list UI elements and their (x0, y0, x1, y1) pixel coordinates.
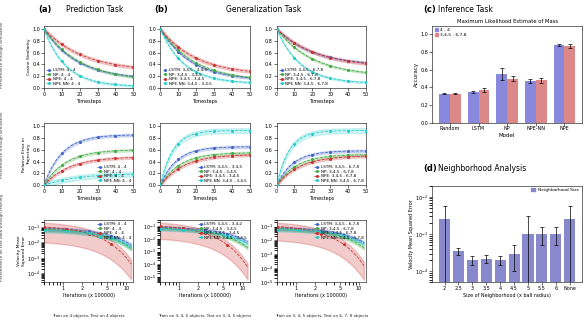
Bar (553, 45, 565, 123)
Bar (495, 260, 506, 321)
Y-axis label: Velocity Mean
Squared Error: Velocity Mean Squared Error (17, 236, 26, 266)
Y-axis label: Velocity Mean Squared Error: Velocity Mean Squared Error (409, 199, 414, 269)
X-axis label: Timesteps: Timesteps (309, 99, 334, 104)
Text: (d): (d) (424, 164, 437, 173)
X-axis label: Timesteps: Timesteps (76, 196, 101, 201)
Text: Train on 3, 4, 5 objects, Test on 3, 4, 5 objects: Train on 3, 4, 5 objects, Test on 3, 4, … (159, 314, 252, 318)
Legend: LSTM: 3,4,5 - 6,7,8, NP: 3,4,5 - 6,7,8, NPE: 3,4,5 - 6,7,8, NPE-NN: 3,4,5 - 6,7,: LSTM: 3,4,5 - 6,7,8, NP: 3,4,5 - 6,7,8, … (314, 222, 364, 240)
Y-axis label: Relative Error in
Trajectory: Relative Error in Trajectory (22, 137, 31, 171)
Text: Prediction Task: Prediction Task (66, 5, 123, 14)
Bar (496, 74, 507, 123)
Text: Performance on test data through training: Performance on test data through trainin… (0, 194, 4, 281)
Title: Maximum Likelihood Estimate of Mass: Maximum Likelihood Estimate of Mass (456, 19, 558, 24)
Text: (c): (c) (424, 5, 436, 14)
Legend: LSTM: 3,4,5 - 3,4,5, NP: 3,4,5 - 3,4,5, NPE: 3,4,5 - 3,4,5, NPE-NN: 3,4,5 - 3,4,: LSTM: 3,4,5 - 3,4,5, NP: 3,4,5 - 3,4,5, … (162, 68, 212, 86)
Legend: LSTM: 4 - 4, NP: 4 - 4, NPE: 4 - 4, NPE-NN: 4 - 4: LSTM: 4 - 4, NP: 4 - 4, NPE: 4 - 4, NPE-… (97, 165, 131, 183)
Text: Performance through simulation: Performance through simulation (0, 21, 4, 88)
Bar (439, 93, 450, 123)
Text: Train on 3, 4, 5 objects, Test on 6, 7, 8 objects: Train on 3, 4, 5 objects, Test on 6, 7, … (275, 314, 368, 318)
X-axis label: Timesteps: Timesteps (192, 99, 218, 104)
Bar (508, 254, 519, 321)
X-axis label: Timesteps: Timesteps (309, 196, 334, 201)
Legend: LSTM: 4 - 4, NP: 4 - 4, NPE: 4 - 4, NPE-NN: 4 - 4: LSTM: 4 - 4, NP: 4 - 4, NPE: 4 - 4, NPE-… (46, 68, 80, 86)
X-axis label: Size of Neighborhood (x ball radius): Size of Neighborhood (x ball radius) (463, 293, 551, 298)
Legend: LSTM: 3,4,5 - 3,4,2, NP: 3,4,5 - 3,4,5, NPE: 3,4,5 - 3,4,5, NPE-NN: 3,4,5 - 3,4,: LSTM: 3,4,5 - 3,4,2, NP: 3,4,5 - 3,4,5, … (198, 222, 247, 240)
X-axis label: Timesteps: Timesteps (192, 196, 218, 201)
X-axis label: Timesteps: Timesteps (76, 99, 101, 104)
X-axis label: Iterations (x 100000): Iterations (x 100000) (179, 293, 231, 298)
Text: (b): (b) (154, 5, 168, 14)
Legend: Neighborhood Size: Neighborhood Size (531, 188, 580, 193)
Y-axis label: Cosine Similarity: Cosine Similarity (27, 39, 31, 75)
Text: (a): (a) (38, 5, 51, 14)
Legend: LSTM: 4 - 4, NP: 4 - 4, NPE: 4 - 4, NPE-NN: 4 - 4: LSTM: 4 - 4, NP: 4 - 4, NPE: 4 - 4, NPE-… (97, 222, 131, 240)
Legend: LSTM: 3,4,5 - 6,7,8, NP: 3,4,5 - 6,7,8, NPE: 3,4,5 - 6,7,8, NPE-NN: 3,4,5 - 6,7,: LSTM: 3,4,5 - 6,7,8, NP: 3,4,5 - 6,7,8, … (278, 68, 329, 86)
Bar (450, 93, 461, 123)
Y-axis label: Accuracy: Accuracy (414, 62, 419, 87)
Bar (536, 80, 546, 123)
Bar (453, 251, 464, 321)
Text: Neighborhood Analysis: Neighborhood Analysis (438, 164, 526, 173)
X-axis label: Iterations (x 100000): Iterations (x 100000) (63, 293, 115, 298)
Bar (479, 90, 490, 123)
Text: Train on 4 objects, Test on 4 objects: Train on 4 objects, Test on 4 objects (52, 314, 125, 318)
X-axis label: Iterations (x 100000): Iterations (x 100000) (295, 293, 347, 298)
Bar (467, 260, 478, 321)
Text: Generalization Task: Generalization Task (226, 5, 301, 14)
Bar (565, 46, 575, 123)
Text: Performance through simulation: Performance through simulation (0, 111, 4, 178)
Bar (564, 219, 575, 321)
Bar (525, 81, 536, 123)
Legend: LSTM: 3,4,5 - 6,7,8, NP: 3,4,5 - 6,7,8, NPE: 3,4,5 - 6,7,8, NPE-NN: 3,4,5 - 6,7,: LSTM: 3,4,5 - 6,7,8, NP: 3,4,5 - 6,7,8, … (314, 165, 364, 183)
Bar (522, 234, 534, 321)
Bar (467, 92, 479, 123)
Bar (550, 234, 562, 321)
Text: Inference Task: Inference Task (438, 5, 493, 14)
Bar (507, 79, 518, 123)
Bar (536, 234, 548, 321)
Legend: 4 - 4, 3,4,5 - 6,7,8: 4 - 4, 3,4,5 - 6,7,8 (435, 28, 467, 38)
Bar (439, 219, 450, 321)
Bar (481, 258, 492, 321)
Legend: LSTM: 3,4,5 - 3,4,5, NP: 3,4,5 - 3,4,5, NPE: 3,4,5 - 3,4,5, NPE-NN: 3,4,5 - 3,4,: LSTM: 3,4,5 - 3,4,5, NP: 3,4,5 - 3,4,5, … (198, 165, 247, 183)
X-axis label: Model: Model (499, 133, 515, 138)
